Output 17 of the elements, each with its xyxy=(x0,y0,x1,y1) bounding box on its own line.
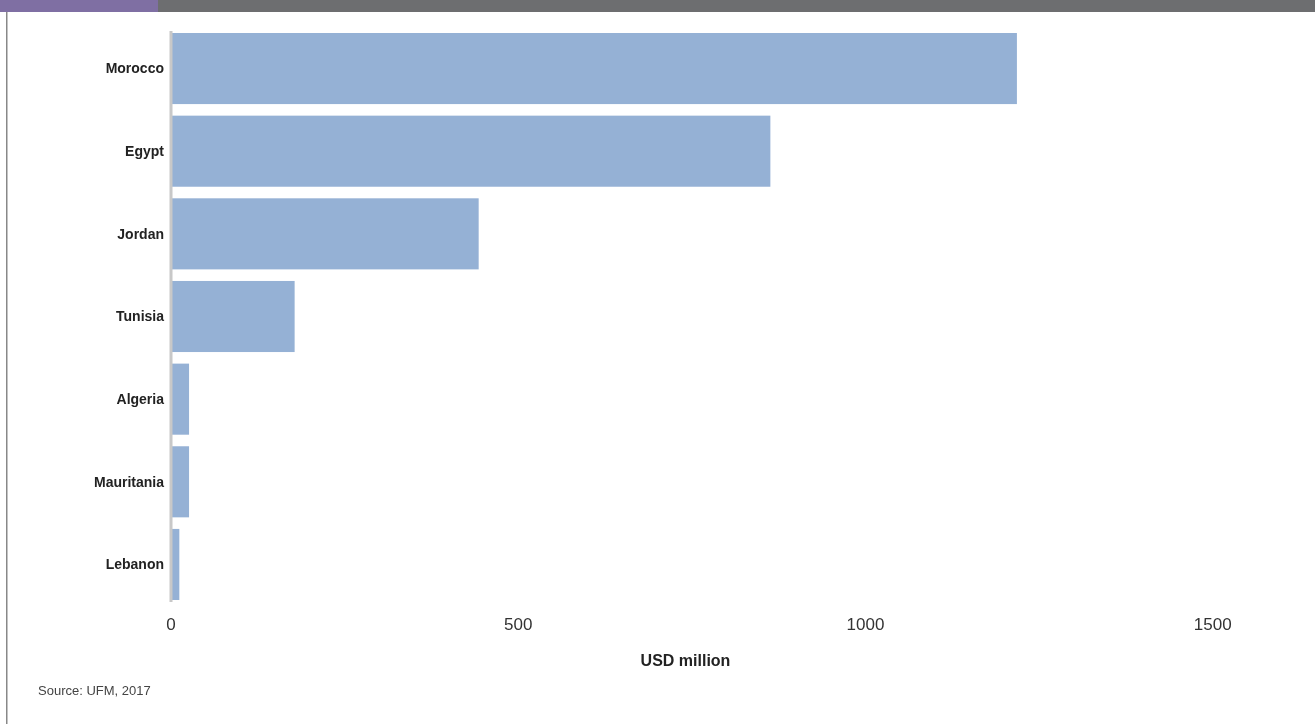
bar xyxy=(171,280,295,353)
bar xyxy=(171,198,479,270)
bar xyxy=(171,115,771,187)
x-tick-label: 0 xyxy=(166,615,176,634)
y-tick-label: Lebanon xyxy=(105,556,164,573)
y-tick-label: Tunisia xyxy=(116,308,165,325)
x-tick-label: 500 xyxy=(504,615,533,634)
x-tick-label: 1000 xyxy=(846,615,885,634)
y-tick-label: Mauritania xyxy=(93,473,165,490)
x-axis-title: USD million xyxy=(640,652,731,669)
source-note: Source: UFM, 2017 xyxy=(38,683,151,698)
y-tick-label: Algeria xyxy=(116,391,165,408)
bar xyxy=(171,33,1017,105)
x-tick-label: 1500 xyxy=(1193,615,1232,634)
y-tick-label: Morocco xyxy=(105,60,164,77)
y-tick-label: Egypt xyxy=(125,143,165,160)
y-tick-label: Jordan xyxy=(117,225,164,242)
